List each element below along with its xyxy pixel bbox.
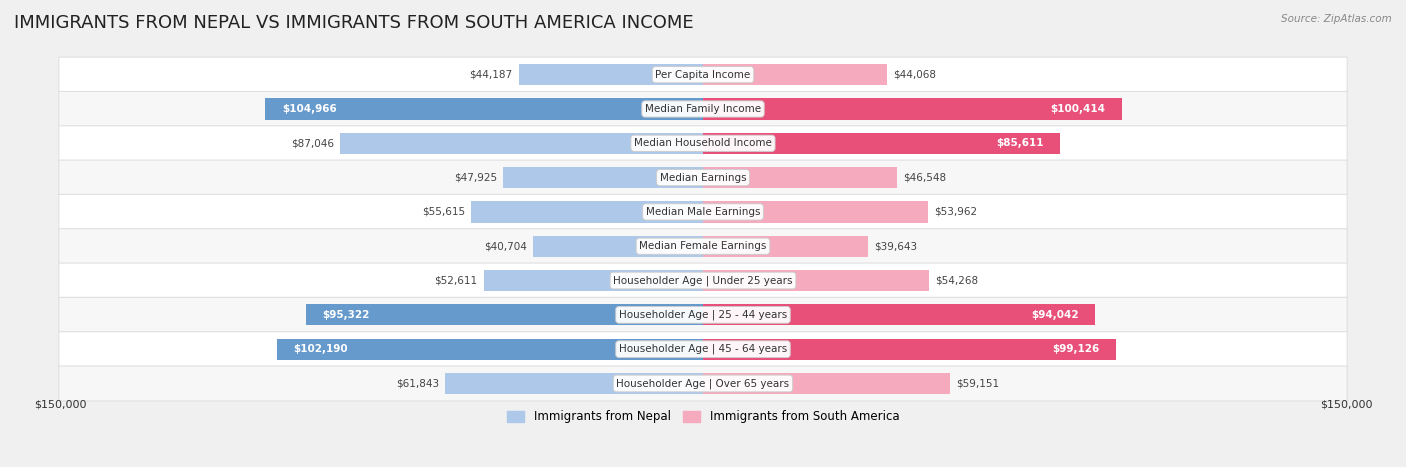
Bar (703, 64, 887, 85)
Bar (446, 373, 703, 394)
Bar (519, 64, 703, 85)
Bar (340, 133, 703, 154)
Bar (533, 235, 703, 257)
Text: $100,414: $100,414 (1050, 104, 1105, 114)
FancyBboxPatch shape (59, 297, 1347, 333)
Bar (471, 201, 703, 223)
FancyBboxPatch shape (59, 263, 1347, 298)
FancyBboxPatch shape (59, 194, 1347, 229)
Text: $54,268: $54,268 (935, 276, 979, 285)
FancyBboxPatch shape (59, 57, 1347, 92)
Text: $102,190: $102,190 (294, 344, 349, 354)
Legend: Immigrants from Nepal, Immigrants from South America: Immigrants from Nepal, Immigrants from S… (502, 406, 904, 428)
FancyBboxPatch shape (59, 160, 1347, 195)
Text: $87,046: $87,046 (291, 138, 333, 149)
Text: $47,925: $47,925 (454, 173, 496, 183)
Bar (703, 167, 897, 188)
Text: $59,151: $59,151 (956, 378, 1000, 389)
Text: Median Household Income: Median Household Income (634, 138, 772, 149)
Text: $99,126: $99,126 (1053, 344, 1099, 354)
Text: $94,042: $94,042 (1031, 310, 1078, 320)
Text: $53,962: $53,962 (934, 207, 977, 217)
FancyBboxPatch shape (59, 366, 1347, 401)
FancyBboxPatch shape (59, 229, 1347, 264)
Bar (703, 373, 949, 394)
Text: $150,000: $150,000 (1320, 400, 1372, 410)
Text: Median Male Earnings: Median Male Earnings (645, 207, 761, 217)
Text: $52,611: $52,611 (434, 276, 478, 285)
Text: Median Female Earnings: Median Female Earnings (640, 241, 766, 251)
Bar (703, 270, 929, 291)
Bar (277, 339, 703, 360)
Bar (703, 235, 869, 257)
FancyBboxPatch shape (59, 92, 1347, 127)
Text: $46,548: $46,548 (903, 173, 946, 183)
Text: $55,615: $55,615 (422, 207, 465, 217)
Text: $95,322: $95,322 (322, 310, 370, 320)
Text: $44,068: $44,068 (893, 70, 936, 80)
Text: $85,611: $85,611 (995, 138, 1043, 149)
Text: IMMIGRANTS FROM NEPAL VS IMMIGRANTS FROM SOUTH AMERICA INCOME: IMMIGRANTS FROM NEPAL VS IMMIGRANTS FROM… (14, 14, 693, 32)
Text: Source: ZipAtlas.com: Source: ZipAtlas.com (1281, 14, 1392, 24)
Text: Per Capita Income: Per Capita Income (655, 70, 751, 80)
Text: Median Family Income: Median Family Income (645, 104, 761, 114)
Bar (305, 304, 703, 325)
Bar (703, 133, 1060, 154)
Text: Median Earnings: Median Earnings (659, 173, 747, 183)
FancyBboxPatch shape (59, 332, 1347, 367)
Text: $104,966: $104,966 (283, 104, 337, 114)
Bar (703, 339, 1116, 360)
Bar (484, 270, 703, 291)
Text: $150,000: $150,000 (34, 400, 86, 410)
Bar (266, 99, 703, 120)
Text: Householder Age | Over 65 years: Householder Age | Over 65 years (616, 378, 790, 389)
FancyBboxPatch shape (59, 126, 1347, 161)
Bar (703, 304, 1095, 325)
Text: Householder Age | Under 25 years: Householder Age | Under 25 years (613, 275, 793, 286)
Text: $39,643: $39,643 (875, 241, 918, 251)
Text: Householder Age | 25 - 44 years: Householder Age | 25 - 44 years (619, 310, 787, 320)
Bar (703, 201, 928, 223)
Bar (703, 99, 1122, 120)
Text: $44,187: $44,187 (470, 70, 513, 80)
Text: $61,843: $61,843 (395, 378, 439, 389)
Text: Householder Age | 45 - 64 years: Householder Age | 45 - 64 years (619, 344, 787, 354)
Bar (503, 167, 703, 188)
Text: $40,704: $40,704 (484, 241, 527, 251)
